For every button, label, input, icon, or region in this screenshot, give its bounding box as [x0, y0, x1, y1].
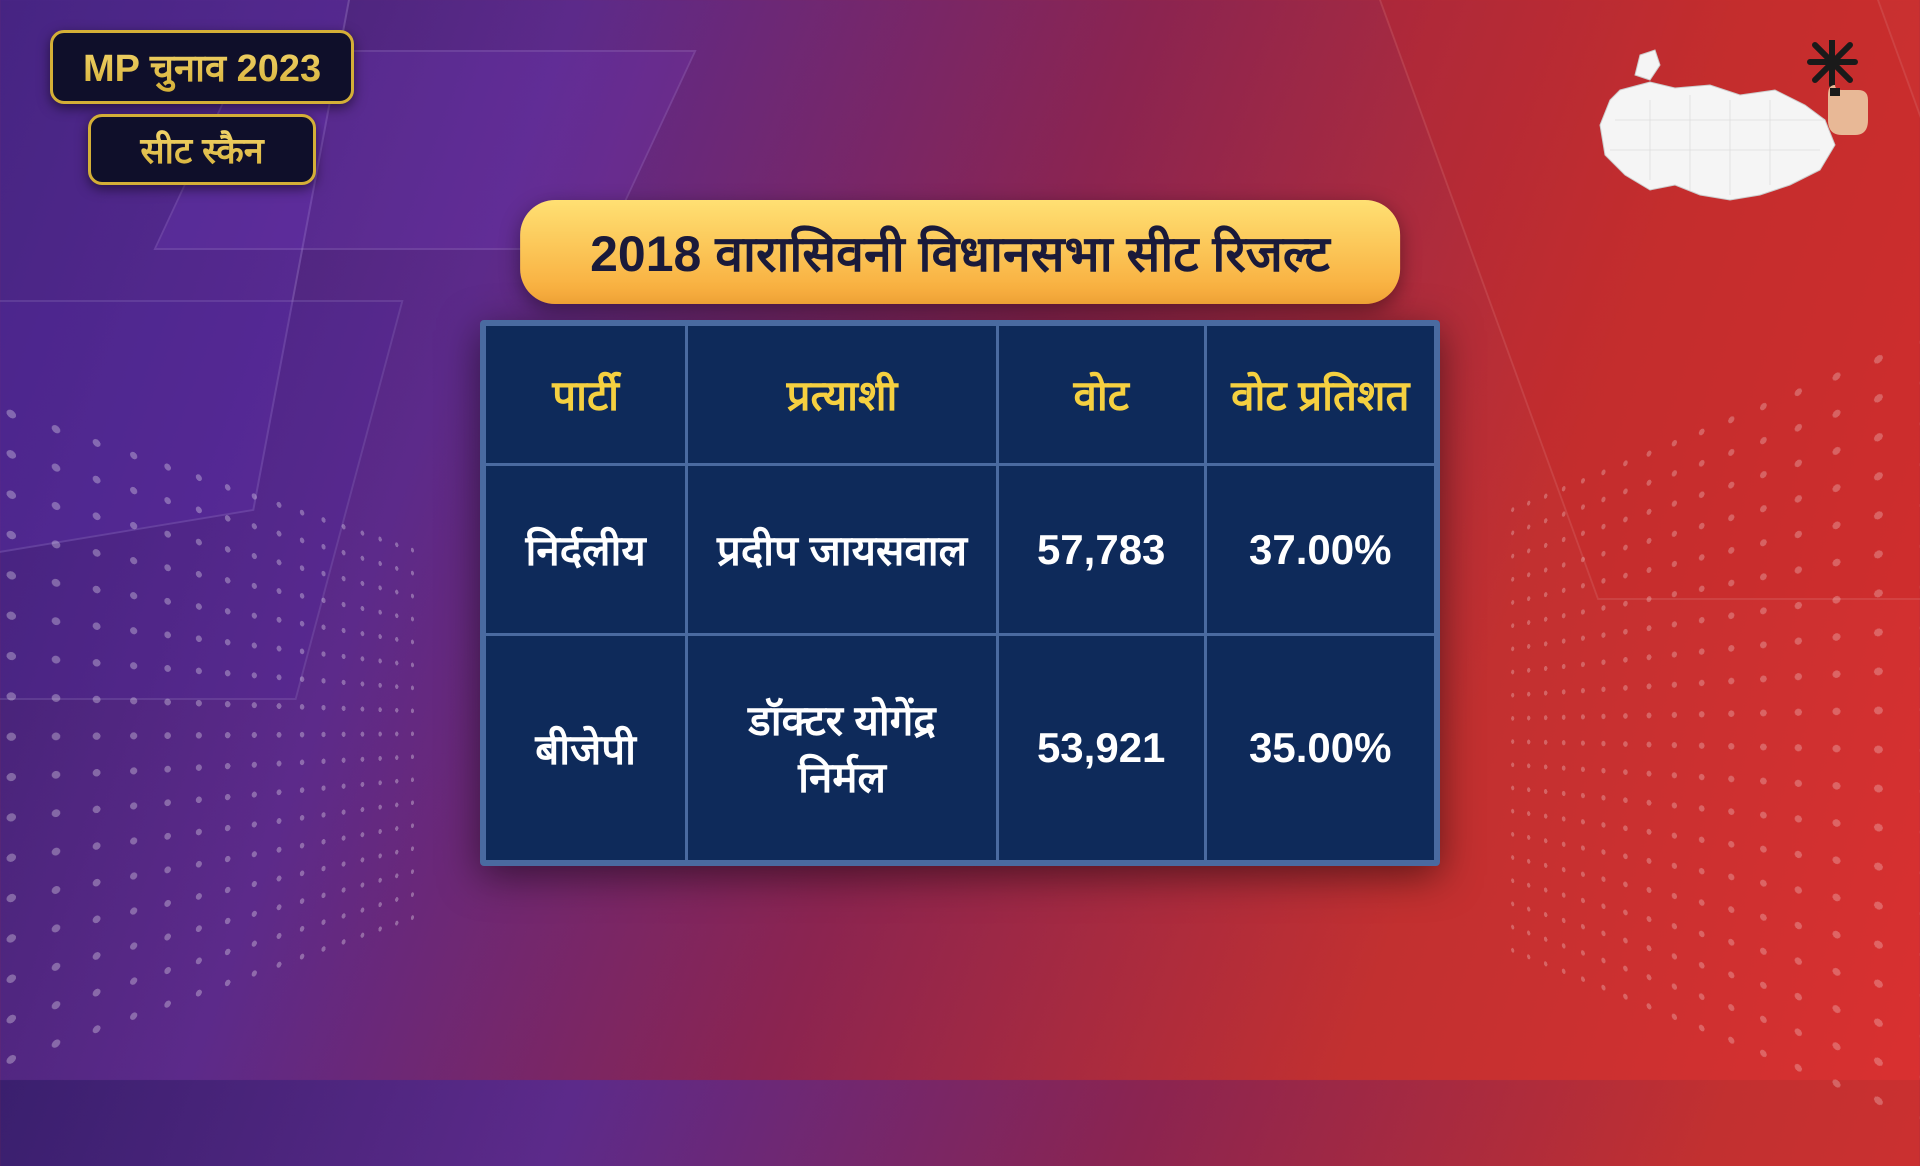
results-table: पार्टी प्रत्याशी वोट वोट प्रतिशत निर्दली… — [480, 320, 1440, 866]
col-header-candidate: प्रत्याशी — [687, 325, 998, 465]
cell-percent: 37.00% — [1205, 465, 1435, 635]
cell-votes: 53,921 — [997, 635, 1205, 862]
cell-candidate: डॉक्टर योगेंद्र निर्मल — [687, 635, 998, 862]
header-badge-group: MP चुनाव 2023 सीट स्कैन — [50, 30, 354, 185]
cell-candidate: प्रदीप जायसवाल — [687, 465, 998, 635]
col-header-votes: वोट — [997, 325, 1205, 465]
header-badge-main: MP चुनाव 2023 — [50, 30, 354, 104]
table-row: निर्दलीय प्रदीप जायसवाल 57,783 37.00% — [485, 465, 1436, 635]
title-text: 2018 वारासिवनी विधानसभा सीट रिजल्ट — [590, 218, 1330, 286]
cell-percent: 35.00% — [1205, 635, 1435, 862]
badge-text-main: MP चुनाव 2023 — [83, 41, 321, 93]
col-header-party: पार्टी — [485, 325, 687, 465]
col-header-percent: वोट प्रतिशत — [1205, 325, 1435, 465]
cell-votes: 57,783 — [997, 465, 1205, 635]
title-ribbon: 2018 वारासिवनी विधानसभा सीट रिजल्ट — [520, 200, 1400, 304]
header-badge-sub: सीट स्कैन — [88, 114, 316, 185]
voting-finger-icon — [1800, 40, 1880, 140]
table-row: बीजेपी डॉक्टर योगेंद्र निर्मल 53,921 35.… — [485, 635, 1436, 862]
badge-text-sub: सीट स्कैन — [121, 125, 283, 174]
table-header-row: पार्टी प्रत्याशी वोट वोट प्रतिशत — [485, 325, 1436, 465]
cell-party: बीजेपी — [485, 635, 687, 862]
cell-party: निर्दलीय — [485, 465, 687, 635]
